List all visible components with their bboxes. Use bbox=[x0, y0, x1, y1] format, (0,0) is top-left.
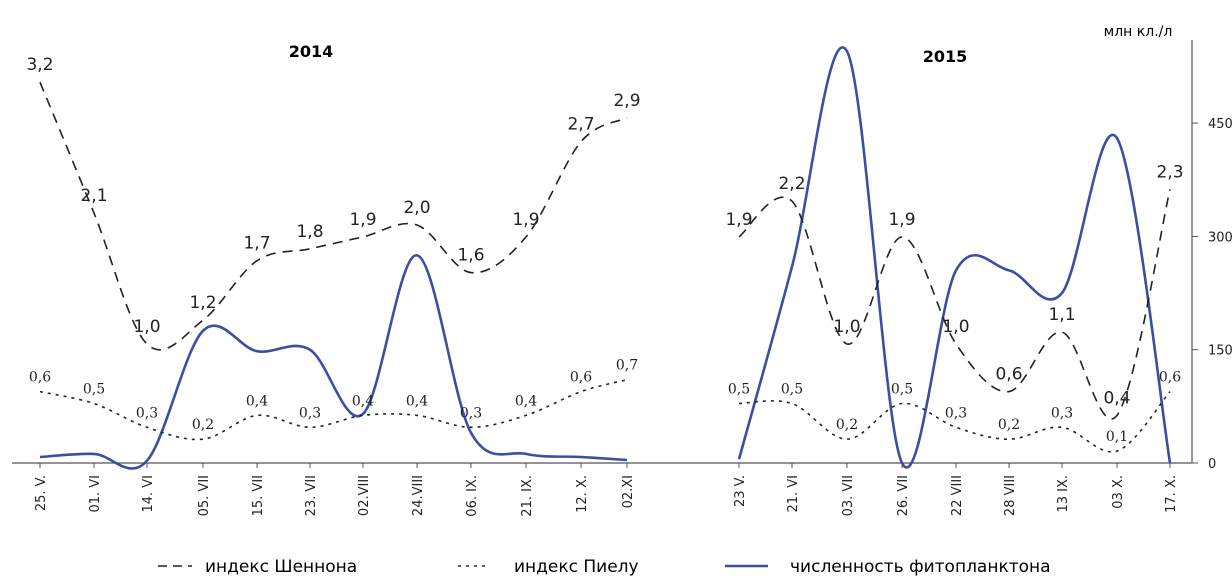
pielou-label-2014-7: 0,4 bbox=[406, 393, 428, 409]
x-tick-label-2015-7: 03 X. bbox=[1111, 475, 1126, 509]
series-phytoplankton-2014 bbox=[39, 254, 628, 470]
shannon-label-2014-2: 1,0 bbox=[133, 317, 160, 337]
pielou-label-2014-1: 0,5 bbox=[83, 382, 105, 398]
shannon-label-2014-9: 1,9 bbox=[512, 210, 539, 230]
x-tick-label-2015-0: 23 V. bbox=[733, 475, 748, 507]
shannon-label-2014-8: 1,6 bbox=[457, 246, 484, 266]
x-tick-label-2015-8: 17. X. bbox=[1164, 475, 1179, 513]
pielou-label-2015-8: 0,6 bbox=[1159, 370, 1181, 386]
x-tick-label-2015-6: 13 IX. bbox=[1056, 475, 1071, 513]
pielou-label-2015-2: 0,2 bbox=[836, 417, 858, 433]
shannon-label-2014-0: 3,2 bbox=[26, 55, 53, 75]
shannon-label-2015-6: 1,1 bbox=[1048, 305, 1075, 325]
shannon-label-2015-1: 2,2 bbox=[778, 174, 805, 194]
pielou-label-2014-11: 0,7 bbox=[616, 358, 638, 374]
right-tick-label-3: 450 bbox=[1208, 117, 1232, 132]
pielou-label-2015-4: 0,3 bbox=[945, 405, 967, 421]
x-tick-label-2014-0: 25. V. bbox=[34, 475, 49, 511]
shannon-label-2014-3: 1,2 bbox=[189, 293, 216, 313]
x-tick-label-2014-11: 02.XI bbox=[621, 475, 636, 508]
right-axis-unit-label: млн кл./л bbox=[1104, 24, 1173, 40]
pielou-label-2014-3: 0,2 bbox=[192, 417, 214, 433]
x-tick-label-2015-2: 03. VII bbox=[841, 475, 856, 516]
shannon-label-2014-11: 2,9 bbox=[613, 91, 640, 111]
pielou-label-2014-0: 0,6 bbox=[29, 370, 51, 386]
shannon-label-2015-5: 0,6 bbox=[995, 365, 1022, 385]
pielou-label-2015-3: 0,5 bbox=[891, 382, 913, 398]
shannon-label-2014-7: 2,0 bbox=[403, 198, 430, 218]
x-tick-label-2014-2: 14. VI bbox=[141, 475, 156, 513]
x-tick-label-2015-5: 28 VIII bbox=[1003, 475, 1018, 516]
x-tick-label-2015-4: 22 VIII bbox=[950, 475, 965, 516]
x-tick-label-2014-9: 21. IX. bbox=[520, 475, 535, 517]
shannon-label-2015-2: 1,0 bbox=[833, 317, 860, 337]
pielou-label-2014-6: 0,4 bbox=[352, 393, 374, 409]
pielou-label-2015-5: 0,2 bbox=[998, 417, 1020, 433]
pielou-label-2015-7: 0,1 bbox=[1106, 429, 1128, 445]
panel-title-2015: 2015 bbox=[923, 47, 968, 66]
shannon-label-2014-1: 2,1 bbox=[80, 186, 107, 206]
shannon-label-2014-4: 1,7 bbox=[243, 234, 270, 254]
shannon-label-2015-0: 1,9 bbox=[725, 210, 752, 230]
x-tick-label-2014-3: 05. VII bbox=[197, 475, 212, 516]
pielou-label-2014-9: 0,4 bbox=[515, 393, 537, 409]
pielou-label-2014-4: 0,4 bbox=[246, 393, 268, 409]
shannon-label-2014-6: 1,9 bbox=[349, 210, 376, 230]
shannon-label-2015-7: 0,4 bbox=[1103, 388, 1130, 408]
pielou-label-2014-2: 0,3 bbox=[136, 405, 158, 421]
pielou-label-2015-6: 0,3 bbox=[1051, 405, 1073, 421]
pielou-label-2014-8: 0,3 bbox=[460, 405, 482, 421]
shannon-label-2014-10: 2,7 bbox=[567, 115, 594, 135]
x-tick-label-2014-10: 12. X. bbox=[575, 475, 590, 513]
x-tick-label-2014-1: 01. VI bbox=[88, 475, 103, 513]
shannon-label-2015-4: 1,0 bbox=[942, 317, 969, 337]
series-pielou-2014 bbox=[39, 378, 628, 441]
x-tick-label-2014-8: 06. IX. bbox=[465, 475, 480, 517]
x-tick-label-2015-1: 21. VI bbox=[786, 475, 801, 513]
pielou-label-2015-1: 0,5 bbox=[781, 382, 803, 398]
shannon-label-2014-5: 1,8 bbox=[296, 222, 323, 242]
shannon-label-2015-3: 1,9 bbox=[888, 210, 915, 230]
x-tick-label-2014-5: 23. VII bbox=[304, 475, 319, 516]
right-tick-label-1: 150 bbox=[1208, 344, 1232, 359]
x-tick-label-2014-7: 24.VIII bbox=[411, 475, 426, 516]
legend-label-pielou: индекс Пиелу bbox=[514, 557, 639, 577]
legend-label-shannon: индекс Шеннона bbox=[205, 557, 357, 577]
x-tick-label-2014-4: 15. VII bbox=[251, 475, 266, 516]
pielou-label-2014-5: 0,3 bbox=[299, 405, 321, 421]
pielou-label-2015-0: 0,5 bbox=[728, 382, 750, 398]
x-tick-label-2015-3: 26. VII bbox=[896, 475, 911, 516]
x-tick-label-2014-6: 02.VIII bbox=[357, 475, 372, 516]
series-phytoplankton-2015 bbox=[737, 46, 1172, 469]
panel-title-2014: 2014 bbox=[289, 42, 334, 61]
right-tick-label-2: 300 bbox=[1208, 230, 1232, 245]
series-pielou-2015 bbox=[738, 391, 1171, 453]
pielou-label-2014-10: 0,6 bbox=[570, 370, 592, 386]
shannon-label-2015-8: 2,3 bbox=[1156, 162, 1183, 182]
series-shannon-2015 bbox=[738, 189, 1171, 420]
legend: индекс Шеннона индекс Пиелу численность … bbox=[158, 557, 1051, 577]
legend-label-phytoplankton: численность фитопланктона bbox=[790, 557, 1051, 577]
right-tick-label-0: 0 bbox=[1208, 457, 1216, 472]
